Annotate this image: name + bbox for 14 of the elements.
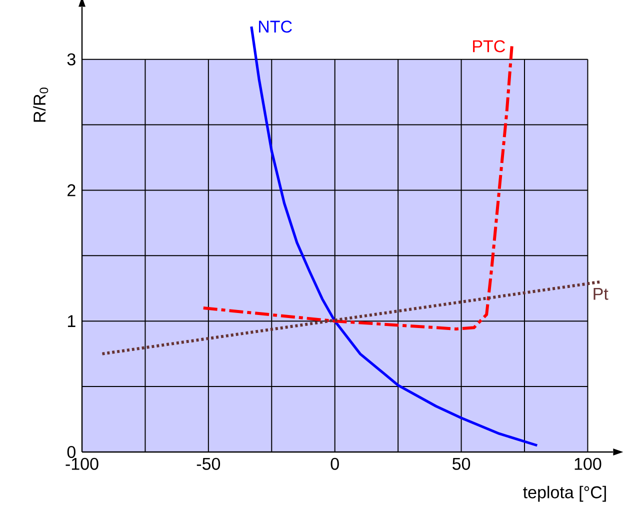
y-tick-label: 3 <box>67 53 76 66</box>
series-label: NTC <box>259 20 292 33</box>
y-axis-title: R/R$_{0}$ <box>33 88 48 122</box>
y-tick-label: 1 <box>68 315 76 327</box>
y-tick-label: 0 <box>67 446 76 458</box>
y-tick-label: 2 <box>68 184 76 196</box>
x-tick-label: 100 <box>574 458 602 470</box>
series-label: Pt <box>594 288 608 300</box>
x-tick-label: -50 <box>196 458 220 470</box>
x-tick-label: -100 <box>66 458 98 470</box>
x-axis-title: teplota [°C] <box>523 486 606 502</box>
x-tick-label: 0 <box>330 458 339 470</box>
series-label: PTC <box>473 40 506 52</box>
x-tick-label: 50 <box>452 458 470 470</box>
